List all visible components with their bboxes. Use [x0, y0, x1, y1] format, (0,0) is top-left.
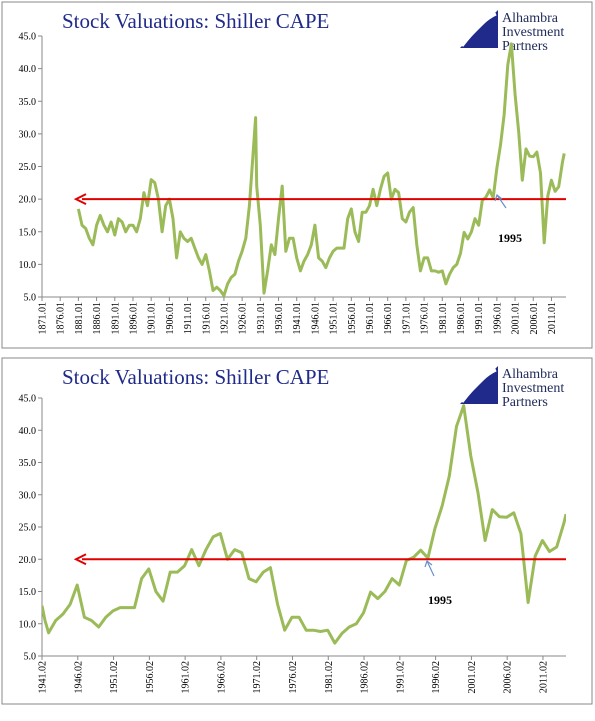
x-tick-label: 1966.01	[383, 302, 394, 335]
y-tick-label: 5.0	[24, 652, 37, 663]
y-tick-label: 15.0	[19, 587, 37, 598]
x-tick-label: 1961.02	[181, 661, 192, 694]
x-tick-label: 2001.02	[467, 661, 478, 694]
panel-border	[1, 1, 593, 349]
x-tick-label: 1946.02	[73, 661, 84, 694]
x-tick-label: 1911.01	[183, 302, 194, 334]
y-tick-label: 40.0	[19, 64, 37, 75]
x-tick-label: 1926.01	[238, 302, 249, 335]
x-tick-label: 1976.01	[420, 302, 431, 335]
chart: Stock Valuations: Shiller CAPE AlhambraIn…	[19, 365, 566, 694]
annotation: 1995	[498, 231, 522, 245]
y-tick-label: 45.0	[19, 32, 37, 43]
chart-title: Stock Valuations: Shiller CAPE	[62, 365, 329, 389]
x-tick-label: 1961.01	[365, 302, 376, 335]
x-tick-label: 1931.01	[256, 302, 267, 335]
x-tick-label: 1936.01	[274, 302, 285, 335]
y-tick-label: 35.0	[19, 458, 37, 469]
y-tick-label: 5.0	[24, 293, 37, 304]
panel-border	[1, 357, 593, 705]
y-tick-label: 10.0	[19, 260, 37, 271]
y-tick-label: 45.0	[19, 394, 37, 405]
y-tick-label: 30.0	[19, 490, 37, 501]
cape-line	[42, 404, 566, 645]
x-tick-label: 1971.01	[401, 302, 412, 335]
annotation-arrowhead	[424, 559, 433, 568]
logo-text: Partners	[502, 39, 548, 54]
x-tick-label: 1896.01	[128, 302, 139, 335]
annotation-arrowhead	[494, 193, 503, 202]
x-tick-label: 1876.01	[56, 302, 67, 335]
reference-arrowhead	[73, 193, 87, 206]
x-tick-label: 1991.01	[474, 302, 485, 335]
x-tick-label: 1881.01	[74, 302, 85, 335]
x-tick-label: 1996.02	[431, 661, 442, 694]
x-tick-label: 1976.02	[288, 661, 299, 694]
y-tick-label: 20.0	[19, 555, 37, 566]
chart: Stock Valuations: Shiller CAPE AlhambraIn…	[19, 9, 566, 335]
x-tick-label: 1906.01	[165, 302, 176, 335]
x-tick-label: 2001.01	[511, 302, 522, 335]
annotation: 1995	[428, 593, 452, 607]
x-tick-label: 2006.01	[529, 302, 540, 335]
annotation-arrow	[426, 560, 435, 577]
x-tick-label: 1956.01	[347, 302, 358, 335]
logo-text: Investment	[502, 381, 564, 396]
y-tick-label: 30.0	[19, 129, 37, 140]
logo-swoosh	[460, 368, 497, 403]
logo-text: Partners	[502, 395, 548, 410]
y-tick-label: 10.0	[19, 619, 37, 630]
y-tick-label: 35.0	[19, 97, 37, 108]
x-tick-label: 1991.02	[395, 661, 406, 694]
x-tick-label: 1996.01	[492, 302, 503, 335]
y-tick-label: 25.0	[19, 162, 37, 173]
x-tick-label: 1916.01	[201, 302, 212, 335]
x-tick-label: 2011.01	[547, 302, 558, 334]
x-tick-label: 1986.02	[360, 661, 371, 694]
annotation-arrow	[496, 194, 507, 209]
y-tick-label: 25.0	[19, 523, 37, 534]
x-tick-label: 2006.02	[503, 661, 514, 694]
x-tick-label: 1971.02	[252, 661, 263, 694]
x-tick-label: 1981.01	[438, 302, 449, 335]
y-tick-label: 20.0	[19, 195, 37, 206]
x-tick-label: 1941.02	[38, 661, 49, 694]
x-tick-label: 1891.01	[110, 302, 121, 335]
x-tick-label: 1956.02	[145, 661, 156, 694]
logo-text: Alhambra	[502, 367, 559, 382]
cape-line	[76, 42, 566, 297]
y-tick-label: 15.0	[19, 227, 37, 238]
y-tick-label: 40.0	[19, 426, 37, 437]
x-tick-label: 1901.01	[147, 302, 158, 335]
x-tick-label: 1921.01	[219, 302, 230, 335]
x-tick-label: 1941.01	[292, 302, 303, 335]
x-tick-label: 2011.02	[538, 661, 549, 693]
x-tick-label: 1986.01	[456, 302, 467, 335]
logo-text: Investment	[502, 25, 564, 40]
x-tick-label: 1946.01	[310, 302, 321, 335]
logo-text: Alhambra	[502, 11, 559, 26]
reference-arrowhead	[73, 553, 87, 566]
x-tick-label: 1886.01	[92, 302, 103, 335]
x-tick-label: 1871.01	[38, 302, 49, 335]
chart-title: Stock Valuations: Shiller CAPE	[62, 9, 329, 33]
x-tick-label: 1951.02	[109, 661, 120, 694]
x-tick-label: 1951.01	[329, 302, 340, 335]
x-tick-label: 1966.02	[216, 661, 227, 694]
logo-swoosh	[460, 12, 497, 47]
x-tick-label: 1981.02	[324, 661, 335, 694]
